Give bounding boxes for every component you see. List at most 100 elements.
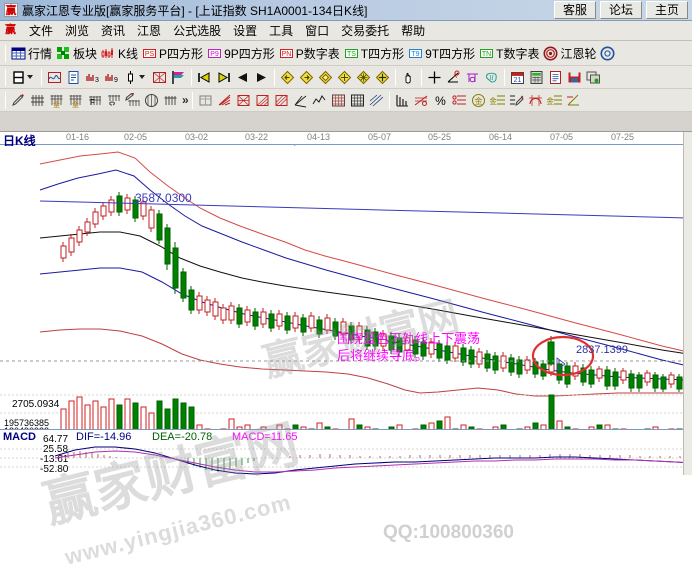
gann-wheel-extra-button[interactable]: [598, 44, 617, 63]
calendar-button[interactable]: 21: [508, 68, 527, 87]
percent-button[interactable]: %: [431, 91, 450, 110]
box-frame-button[interactable]: [196, 91, 215, 110]
menu-tools[interactable]: 工具: [269, 24, 294, 38]
gold-ladder1-button[interactable]: 金: [47, 91, 66, 110]
sector-blocks-button[interactable]: 板块: [54, 44, 99, 63]
gold-ladder2-button[interactable]: 金: [66, 91, 85, 110]
box-diag-button[interactable]: [234, 91, 253, 110]
grid-mesh2-icon: [350, 93, 365, 108]
ts-square-button[interactable]: TS T四方形: [342, 44, 406, 63]
ratio-red-button[interactable]: [412, 91, 431, 110]
box-hatch2-button[interactable]: [272, 91, 291, 110]
box-hatch-button[interactable]: [253, 91, 272, 110]
macd-histogram: [61, 451, 117, 458]
p9-square-button[interactable]: P9 9P四方形: [205, 44, 277, 63]
menu-formula-screen[interactable]: 公式选股: [173, 24, 222, 38]
report-button[interactable]: [64, 68, 83, 87]
dropdown-caret-icon[interactable]: [27, 75, 33, 79]
slope-lines-button[interactable]: [367, 91, 386, 110]
copy-window-button[interactable]: [584, 68, 603, 87]
f-ladder-button[interactable]: F: [85, 91, 104, 110]
grid-mesh2-button[interactable]: [348, 91, 367, 110]
dropdown-caret-icon[interactable]: [139, 75, 145, 79]
blue-level-line: [39, 200, 689, 219]
arc-red-icon: [528, 93, 543, 108]
menu-help[interactable]: 帮助: [401, 24, 426, 38]
tn-number-button[interactable]: TN T数字表: [477, 44, 541, 63]
arc-red-button[interactable]: [526, 91, 545, 110]
diamond-dot-button[interactable]: [335, 68, 354, 87]
grid-mesh-button[interactable]: [329, 91, 348, 110]
save-button[interactable]: [565, 68, 584, 87]
kline-3-button[interactable]: 3: [83, 68, 102, 87]
menu-browse[interactable]: 浏览: [65, 24, 90, 38]
fan-red-icon: [217, 93, 232, 108]
diamond-right-button[interactable]: [297, 68, 316, 87]
diamond-move-icon: [375, 70, 390, 85]
brain-button[interactable]: [482, 68, 501, 87]
diamond-plain-button[interactable]: [316, 68, 335, 87]
pen-red-button[interactable]: [9, 91, 28, 110]
gann-grid-button[interactable]: [150, 68, 169, 87]
pn-number-button[interactable]: PN P数字表: [277, 44, 342, 63]
gold-circle-button[interactable]: 金: [469, 91, 488, 110]
prev-icon: [235, 70, 250, 85]
diamond-move-button[interactable]: [373, 68, 392, 87]
first-page-button[interactable]: [195, 68, 214, 87]
gann-grid-icon: [152, 70, 167, 85]
grid-lines-button[interactable]: [28, 91, 47, 110]
menu-settings[interactable]: 设置: [233, 24, 258, 38]
last-page-button[interactable]: [214, 68, 233, 87]
grid-small-button[interactable]: [161, 91, 180, 110]
angle-tool-button[interactable]: A: [444, 68, 463, 87]
vertical-scrollbar[interactable]: [683, 132, 692, 475]
menu-gann[interactable]: 江恩: [137, 24, 162, 38]
menu-news[interactable]: 资讯: [101, 24, 126, 38]
chart-workspace[interactable]: 01-16 02-05 03-02 03-22 04-13 05-07 05-2…: [0, 131, 692, 570]
notes-button[interactable]: [546, 68, 565, 87]
kline-3-icon: 3: [85, 70, 100, 85]
date-tick: 07-05: [550, 132, 574, 142]
gold-level-button[interactable]: 金: [545, 91, 564, 110]
cycle-wave-button[interactable]: [45, 68, 64, 87]
next-button[interactable]: [252, 68, 271, 87]
circle-ladder-button[interactable]: [142, 91, 161, 110]
kline-9-button[interactable]: 9: [102, 68, 121, 87]
macd-dea-value: DEA=-20.78: [152, 431, 213, 443]
macd-panel[interactable]: MACD 64.77 25.58 -13.61 -52.80 DIF=-14.9…: [0, 429, 692, 476]
period-button[interactable]: [9, 68, 38, 87]
forum-button[interactable]: 论坛: [600, 1, 642, 19]
hand-pan-button[interactable]: [399, 68, 418, 87]
flag-chart-button[interactable]: [169, 68, 188, 87]
ratio-tool-button[interactable]: [463, 68, 482, 87]
customer-service-button[interactable]: 客服: [554, 1, 596, 19]
calculator-button[interactable]: [527, 68, 546, 87]
steps-button[interactable]: [393, 91, 412, 110]
spiral-ladder-button[interactable]: [104, 91, 123, 110]
diamond-star-button[interactable]: [354, 68, 373, 87]
t9-square-button[interactable]: T9 9T四方形: [406, 44, 477, 63]
fan-red-button[interactable]: [215, 91, 234, 110]
scissor-lines-button[interactable]: [450, 91, 469, 110]
angle-gold-button[interactable]: [564, 91, 583, 110]
menu-file[interactable]: 文件: [29, 24, 54, 38]
ps-square-button[interactable]: PS P四方形: [140, 44, 205, 63]
candle-single-button[interactable]: [121, 68, 150, 87]
pen-ladder-button[interactable]: [123, 91, 142, 110]
diamond-left-button[interactable]: [278, 68, 297, 87]
gold-bar-button[interactable]: 金: [488, 91, 507, 110]
kline-button[interactable]: K线: [99, 44, 140, 63]
fan-black-button[interactable]: [291, 91, 310, 110]
price-chart[interactable]: [0, 146, 692, 414]
pen-level-button[interactable]: [507, 91, 526, 110]
menu-trade[interactable]: 交易委托: [341, 24, 390, 38]
date-tick: 03-02: [185, 132, 209, 142]
overflow-chevron-icon[interactable]: »: [182, 93, 189, 107]
zigzag-button[interactable]: [310, 91, 329, 110]
prev-button[interactable]: [233, 68, 252, 87]
homepage-button[interactable]: 主页: [646, 1, 688, 19]
gann-wheel-button[interactable]: 江恩轮: [541, 44, 598, 63]
quote-table-button[interactable]: 行情: [9, 44, 54, 63]
crosshair-button[interactable]: [425, 68, 444, 87]
menu-window[interactable]: 窗口: [305, 24, 330, 38]
